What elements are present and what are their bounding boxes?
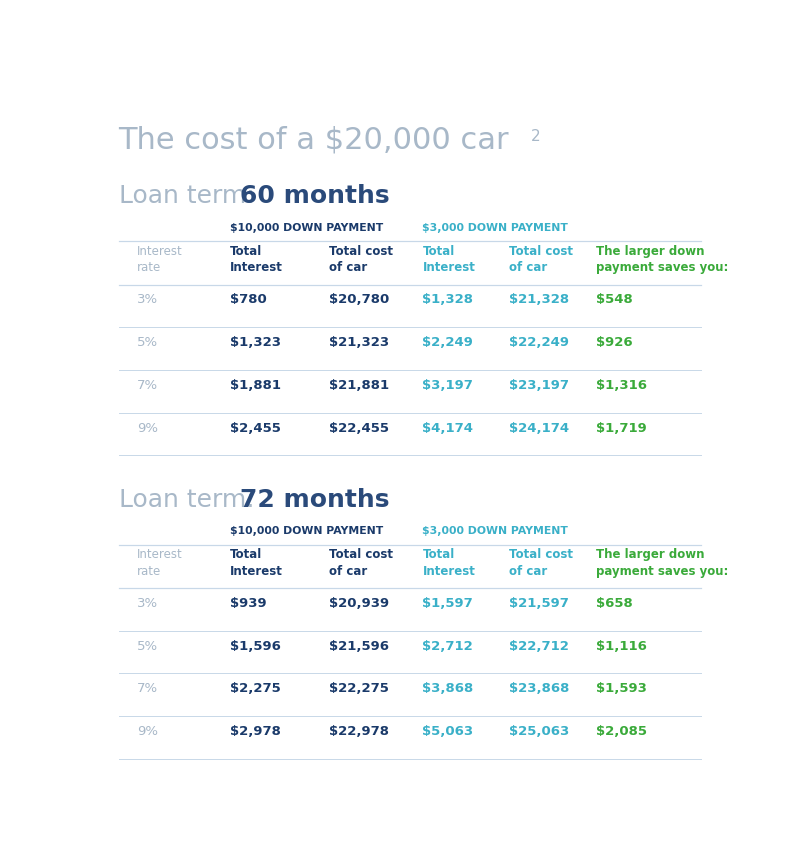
Text: $21,597: $21,597 <box>510 596 569 609</box>
Text: $4,174: $4,174 <box>422 421 474 434</box>
Text: $21,596: $21,596 <box>330 639 390 652</box>
Text: 3%: 3% <box>138 596 158 609</box>
Text: $24,174: $24,174 <box>510 421 570 434</box>
Text: Total
Interest: Total Interest <box>230 548 283 577</box>
Text: $2,249: $2,249 <box>422 336 474 348</box>
Text: Total
Interest: Total Interest <box>230 245 283 274</box>
Text: $21,323: $21,323 <box>330 336 390 348</box>
Text: Total cost
of car: Total cost of car <box>330 548 394 577</box>
Text: The larger down
payment saves you:: The larger down payment saves you: <box>596 245 728 274</box>
Text: Total cost
of car: Total cost of car <box>330 245 394 274</box>
Text: $926: $926 <box>596 336 633 348</box>
Text: $21,328: $21,328 <box>510 293 570 306</box>
Text: $3,000 DOWN PAYMENT: $3,000 DOWN PAYMENT <box>422 222 568 233</box>
Text: $780: $780 <box>230 293 267 306</box>
Text: $3,197: $3,197 <box>422 378 474 391</box>
Text: 72 months: 72 months <box>239 487 389 511</box>
Text: $22,249: $22,249 <box>510 336 570 348</box>
Text: $22,712: $22,712 <box>510 639 569 652</box>
Text: $21,881: $21,881 <box>330 378 390 391</box>
Text: $1,323: $1,323 <box>230 336 282 348</box>
Text: Interest
rate: Interest rate <box>138 245 183 274</box>
Text: $548: $548 <box>596 293 633 306</box>
Text: $1,116: $1,116 <box>596 639 647 652</box>
Text: $22,978: $22,978 <box>330 724 390 737</box>
Text: 5%: 5% <box>138 336 158 348</box>
Text: $1,316: $1,316 <box>596 378 647 391</box>
Text: The cost of a $20,000 car: The cost of a $20,000 car <box>118 125 510 154</box>
Text: $25,063: $25,063 <box>510 724 570 737</box>
Text: $2,085: $2,085 <box>596 724 647 737</box>
Text: $1,597: $1,597 <box>422 596 473 609</box>
Text: 9%: 9% <box>138 724 158 737</box>
Text: Loan term:: Loan term: <box>118 184 262 208</box>
Text: $939: $939 <box>230 596 267 609</box>
Text: $10,000 DOWN PAYMENT: $10,000 DOWN PAYMENT <box>230 222 383 233</box>
Text: $658: $658 <box>596 596 633 609</box>
Text: Total cost
of car: Total cost of car <box>510 245 573 274</box>
Text: $23,197: $23,197 <box>510 378 570 391</box>
Text: $2,455: $2,455 <box>230 421 281 434</box>
Text: $22,275: $22,275 <box>330 682 390 694</box>
Text: Interest
rate: Interest rate <box>138 548 183 577</box>
Text: 60 months: 60 months <box>239 184 389 208</box>
Text: $3,868: $3,868 <box>422 682 474 694</box>
Text: 5%: 5% <box>138 639 158 652</box>
Text: 7%: 7% <box>138 378 158 391</box>
Text: $10,000 DOWN PAYMENT: $10,000 DOWN PAYMENT <box>230 526 383 535</box>
Text: $5,063: $5,063 <box>422 724 474 737</box>
Text: $20,780: $20,780 <box>330 293 390 306</box>
Text: 9%: 9% <box>138 421 158 434</box>
Text: $1,328: $1,328 <box>422 293 474 306</box>
Text: $2,712: $2,712 <box>422 639 473 652</box>
Text: 7%: 7% <box>138 682 158 694</box>
Text: $23,868: $23,868 <box>510 682 570 694</box>
Text: $20,939: $20,939 <box>330 596 390 609</box>
Text: $1,881: $1,881 <box>230 378 282 391</box>
Text: Total cost
of car: Total cost of car <box>510 548 573 577</box>
Text: Total
Interest: Total Interest <box>422 548 475 577</box>
Text: $22,455: $22,455 <box>330 421 390 434</box>
Text: $1,719: $1,719 <box>596 421 646 434</box>
Text: Total
Interest: Total Interest <box>422 245 475 274</box>
Text: The larger down
payment saves you:: The larger down payment saves you: <box>596 548 728 577</box>
Text: $2,275: $2,275 <box>230 682 281 694</box>
Text: 3%: 3% <box>138 293 158 306</box>
Text: $1,596: $1,596 <box>230 639 281 652</box>
Text: $3,000 DOWN PAYMENT: $3,000 DOWN PAYMENT <box>422 526 568 535</box>
Text: Loan term:: Loan term: <box>118 487 262 511</box>
Text: 2: 2 <box>531 129 541 143</box>
Text: $2,978: $2,978 <box>230 724 281 737</box>
Text: $1,593: $1,593 <box>596 682 647 694</box>
